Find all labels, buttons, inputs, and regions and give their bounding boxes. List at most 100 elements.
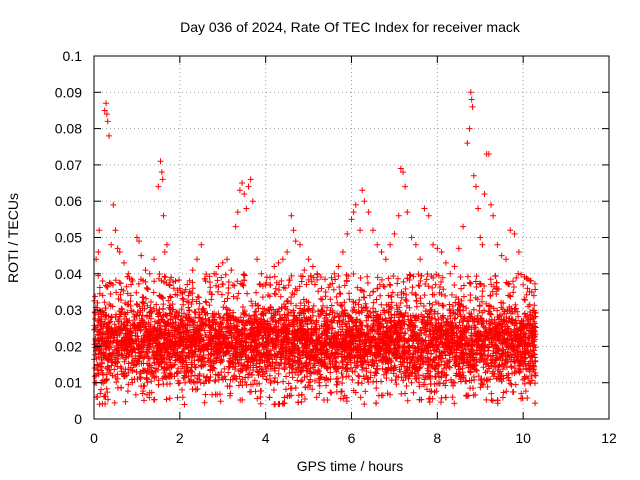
data-point bbox=[446, 364, 453, 371]
data-point bbox=[151, 256, 158, 263]
data-point bbox=[348, 216, 355, 223]
data-point bbox=[524, 285, 531, 292]
data-point bbox=[511, 230, 518, 237]
data-point bbox=[469, 103, 476, 110]
data-point bbox=[162, 274, 169, 281]
data-point bbox=[378, 301, 385, 308]
data-point bbox=[179, 295, 186, 302]
data-point bbox=[122, 398, 129, 405]
data-point bbox=[428, 350, 435, 357]
data-point bbox=[301, 374, 308, 381]
data-point bbox=[322, 276, 329, 283]
data-point bbox=[213, 271, 220, 278]
data-point bbox=[277, 293, 284, 300]
data-point bbox=[243, 205, 250, 212]
data-point bbox=[115, 355, 122, 362]
data-point bbox=[281, 311, 288, 318]
data-point bbox=[401, 356, 408, 363]
data-point bbox=[336, 290, 343, 297]
data-point bbox=[197, 379, 204, 386]
data-point bbox=[170, 285, 177, 292]
data-point bbox=[241, 190, 248, 197]
data-point bbox=[409, 289, 416, 296]
data-point bbox=[466, 125, 473, 132]
data-point bbox=[365, 322, 372, 329]
data-point bbox=[436, 284, 443, 291]
data-point bbox=[487, 201, 494, 208]
data-point bbox=[156, 270, 163, 277]
data-point bbox=[317, 295, 324, 302]
data-point bbox=[272, 291, 279, 298]
data-point bbox=[460, 223, 467, 230]
data-point bbox=[240, 271, 247, 278]
data-point bbox=[316, 382, 323, 389]
data-point bbox=[208, 362, 215, 369]
data-point bbox=[483, 396, 490, 403]
data-point bbox=[155, 183, 162, 190]
data-point bbox=[515, 249, 522, 256]
data-point bbox=[429, 314, 436, 321]
data-point bbox=[532, 286, 539, 293]
data-point bbox=[284, 249, 291, 256]
data-point bbox=[479, 320, 486, 327]
data-point bbox=[214, 277, 221, 284]
data-point bbox=[386, 281, 393, 288]
data-point bbox=[330, 286, 337, 293]
data-point bbox=[159, 176, 166, 183]
data-point bbox=[102, 316, 109, 323]
data-point bbox=[324, 304, 331, 311]
data-point bbox=[121, 358, 128, 365]
data-point bbox=[432, 315, 439, 322]
data-point bbox=[493, 290, 500, 297]
data-point bbox=[412, 241, 419, 248]
data-point bbox=[139, 317, 146, 324]
data-point bbox=[286, 369, 293, 376]
data-point bbox=[99, 278, 106, 285]
data-point bbox=[156, 293, 163, 300]
data-point bbox=[315, 367, 322, 374]
data-point bbox=[142, 278, 149, 285]
data-point bbox=[500, 389, 507, 396]
data-point bbox=[532, 400, 539, 407]
data-point bbox=[239, 180, 246, 187]
data-point bbox=[117, 291, 124, 298]
data-point bbox=[256, 280, 263, 287]
data-point bbox=[413, 297, 420, 304]
data-point bbox=[166, 276, 173, 283]
data-point bbox=[503, 314, 510, 321]
data-point bbox=[346, 290, 353, 297]
data-point bbox=[397, 165, 404, 172]
data-point bbox=[512, 301, 519, 308]
data-point bbox=[315, 288, 322, 295]
data-point bbox=[140, 300, 147, 307]
data-point bbox=[338, 370, 345, 377]
data-point bbox=[380, 283, 387, 290]
data-point bbox=[321, 314, 328, 321]
data-point bbox=[125, 270, 132, 277]
data-point bbox=[512, 305, 519, 312]
data-point bbox=[170, 279, 177, 286]
data-point bbox=[372, 308, 379, 315]
data-point bbox=[413, 298, 420, 305]
data-point bbox=[232, 223, 239, 230]
data-point bbox=[387, 391, 394, 398]
data-point bbox=[484, 383, 491, 390]
data-point bbox=[388, 299, 395, 306]
data-point bbox=[352, 201, 359, 208]
data-point bbox=[237, 314, 244, 321]
data-point bbox=[115, 316, 122, 323]
data-point bbox=[116, 249, 123, 256]
data-point bbox=[318, 285, 325, 292]
data-point bbox=[140, 299, 147, 306]
data-point bbox=[103, 100, 110, 107]
data-point bbox=[415, 282, 422, 289]
data-point bbox=[116, 279, 123, 286]
data-point bbox=[221, 365, 228, 372]
data-point bbox=[350, 304, 357, 311]
data-point bbox=[295, 392, 302, 399]
data-point bbox=[247, 176, 254, 183]
data-point bbox=[155, 275, 162, 282]
data-point bbox=[92, 293, 99, 300]
data-point bbox=[114, 245, 121, 252]
data-point bbox=[449, 394, 456, 401]
